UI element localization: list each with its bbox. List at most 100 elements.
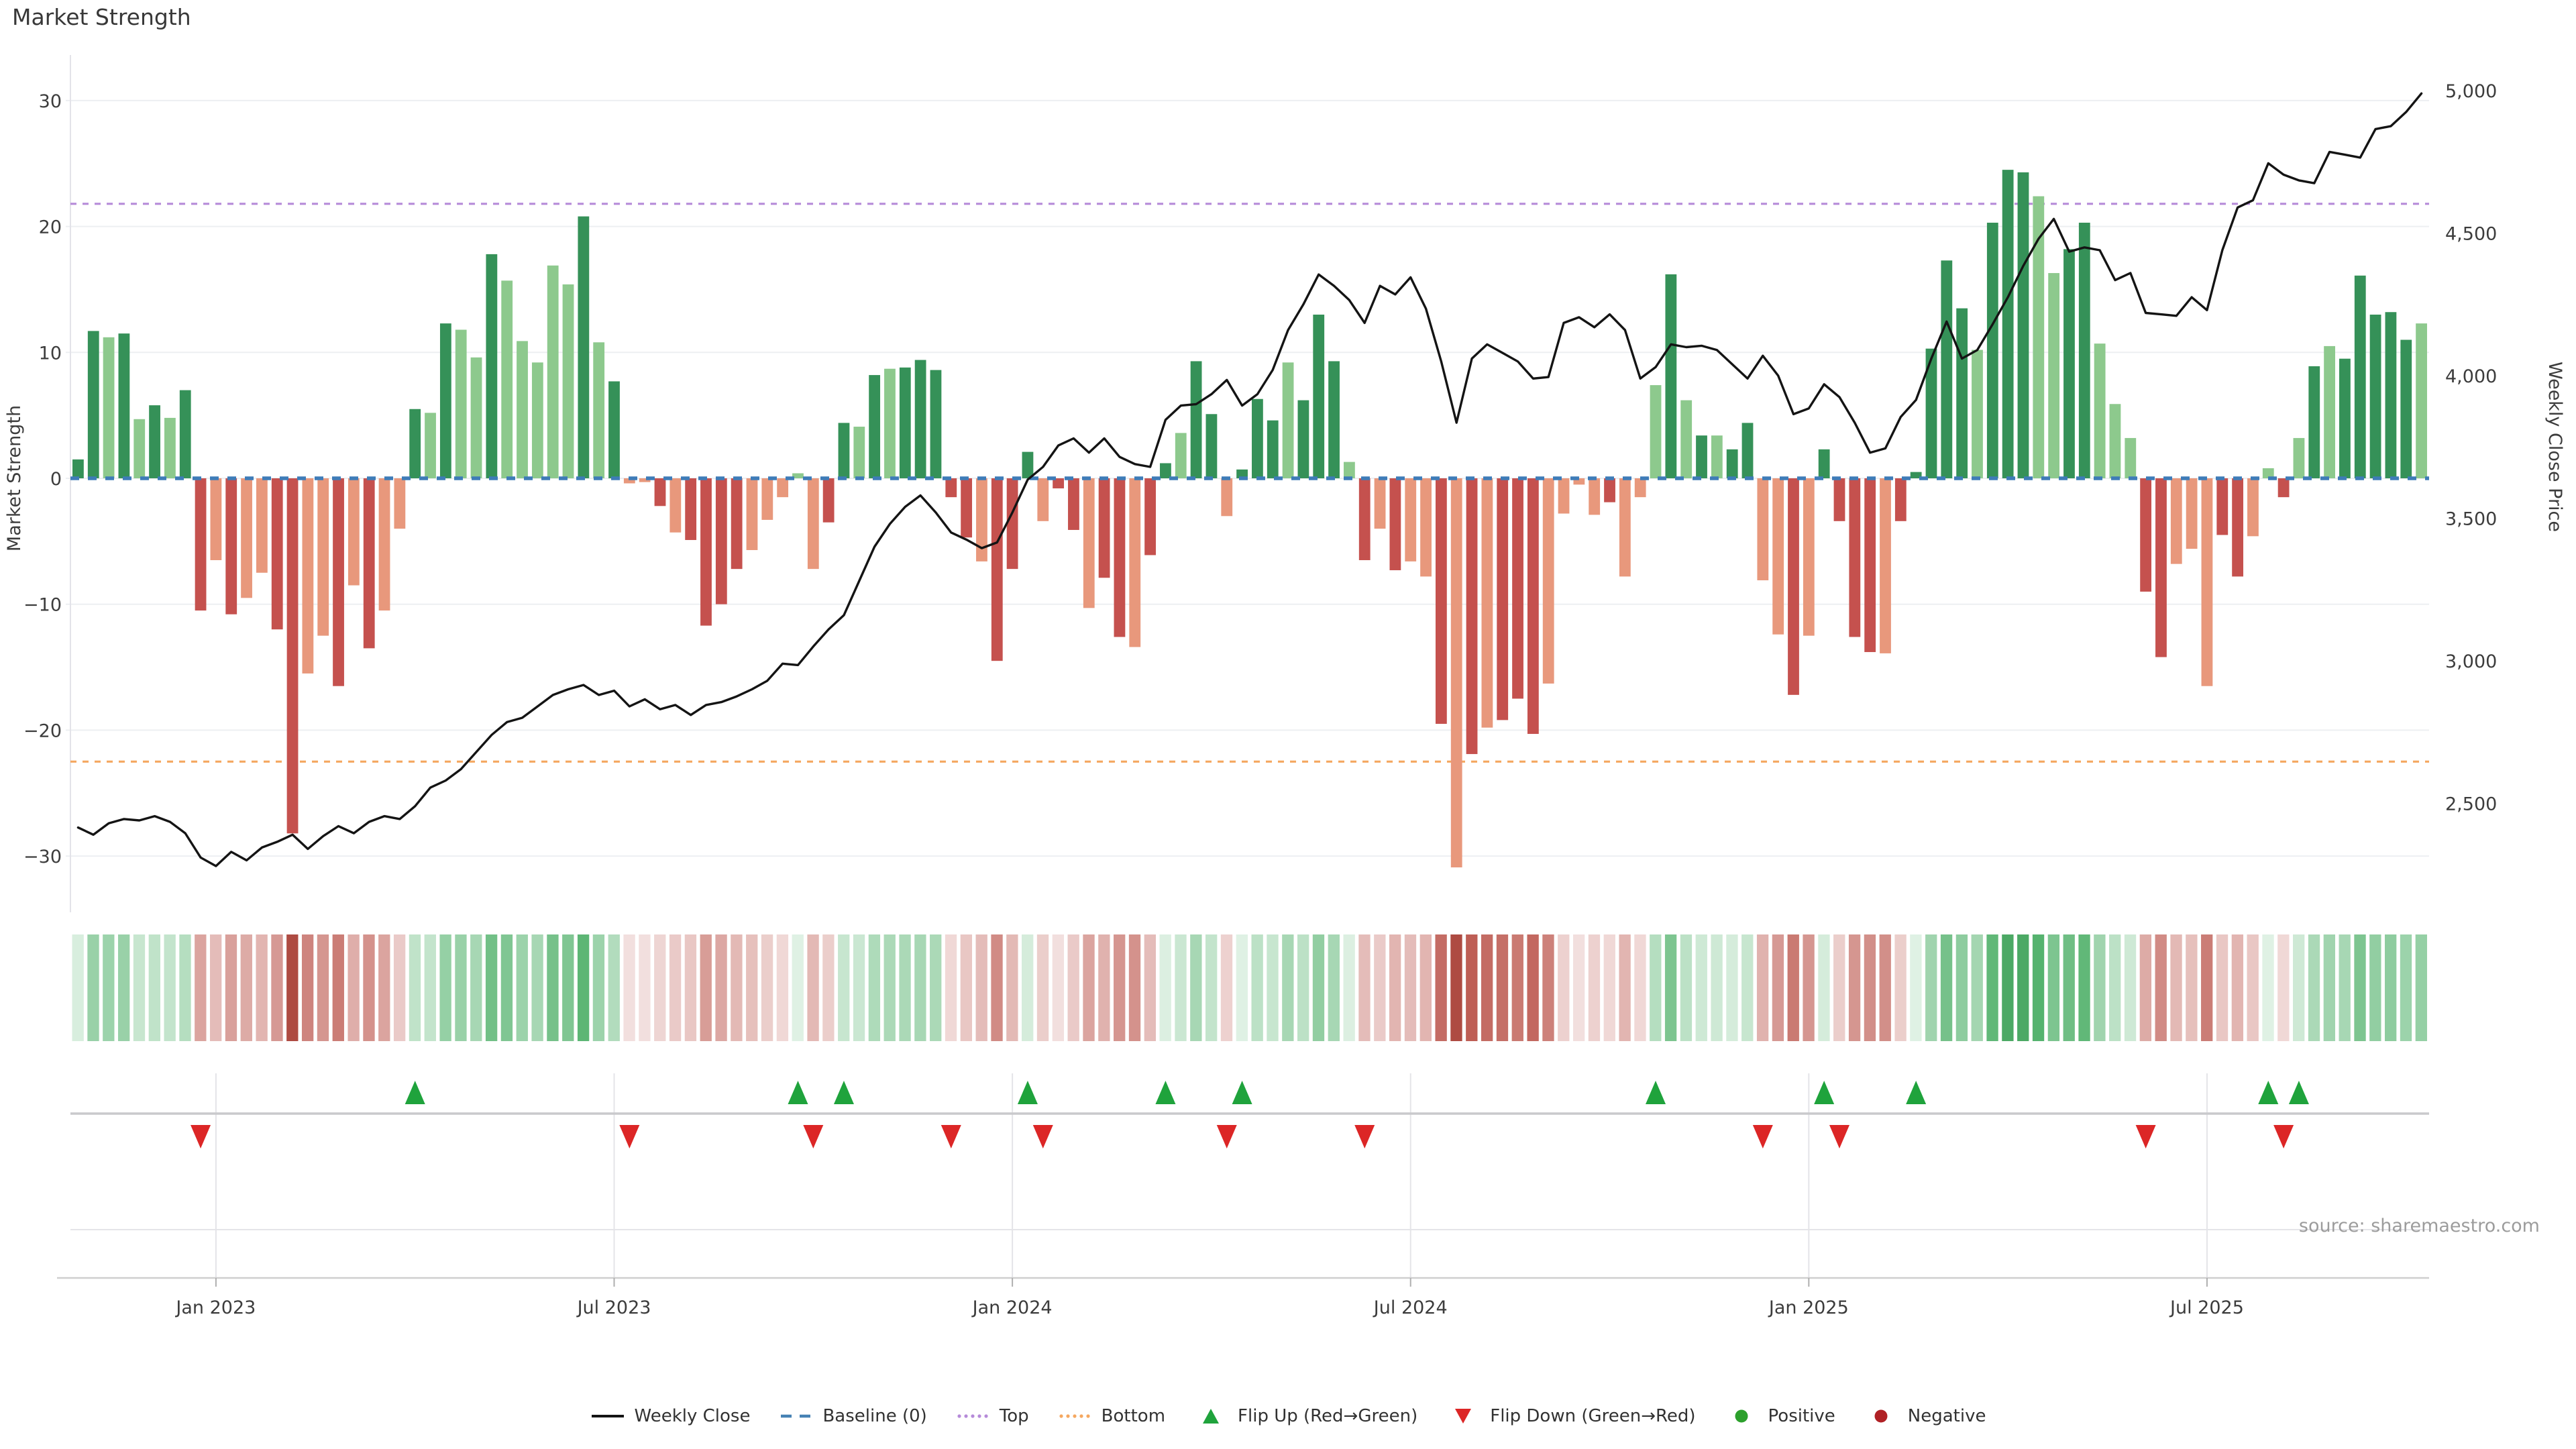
heatmap-cell — [2216, 934, 2229, 1041]
heatmap-cell — [271, 934, 283, 1041]
strength-bar — [914, 360, 926, 478]
strength-bar — [1236, 469, 1248, 478]
heatmap-cell — [179, 934, 191, 1041]
heatmap-cell — [700, 934, 712, 1041]
heatmap-cell — [2109, 934, 2121, 1041]
heatmap-cell — [1879, 934, 1891, 1041]
strength-bar — [1772, 478, 1784, 635]
strength-bar — [792, 473, 804, 478]
flip-up-marker — [833, 1081, 854, 1104]
strength-bar — [822, 478, 835, 523]
chart-title: Market Strength — [12, 4, 191, 30]
heatmap-cell — [2201, 934, 2213, 1041]
heatmap-cell — [1267, 934, 1279, 1041]
heatmap-cell — [2308, 934, 2320, 1041]
strength-bar — [1267, 420, 1279, 478]
heatmap-cell — [2094, 934, 2106, 1041]
heatmap-cell — [1251, 934, 1263, 1041]
heatmap-cell — [914, 934, 926, 1041]
heatmap-cell — [2047, 934, 2060, 1041]
flip-up-marker — [1646, 1081, 1666, 1104]
legend-item: Bottom — [1057, 1406, 1165, 1426]
strength-bar — [425, 413, 436, 478]
heatmap-cell — [1772, 934, 1784, 1041]
strength-bar — [593, 342, 605, 478]
strength-bar — [1696, 435, 1707, 478]
strength-bar — [1205, 414, 1218, 478]
flip-down-marker — [803, 1125, 824, 1148]
source-note: source: sharemaestro.com — [2298, 1216, 2540, 1236]
strength-bar — [1466, 478, 1478, 755]
heatmap-cell — [470, 934, 482, 1041]
strength-bar — [1129, 478, 1141, 647]
strength-bar — [271, 478, 283, 630]
heatmap-cell — [868, 934, 881, 1041]
heatmap-cell — [485, 934, 498, 1041]
heatmap-cell — [1404, 934, 1417, 1041]
strength-bar — [2140, 478, 2152, 592]
strength-bar — [2293, 437, 2305, 478]
y-right-tick-label: 3,000 — [2445, 651, 2497, 672]
heatmap-cell — [1634, 934, 1646, 1041]
heatmap-cell — [240, 934, 252, 1041]
strength-bar — [2125, 437, 2137, 478]
strength-bar — [1083, 478, 1095, 608]
heatmap-cell — [1741, 934, 1754, 1041]
strength-bar — [72, 459, 84, 478]
legend-label: Flip Down (Green→Red) — [1490, 1406, 1696, 1426]
heatmap-cell — [1052, 934, 1065, 1041]
legend-swatch-dashes — [781, 1414, 811, 1418]
strength-bar — [195, 478, 207, 611]
strength-bar — [2155, 478, 2167, 657]
heatmap-cell — [317, 934, 329, 1041]
strength-bar — [639, 478, 651, 482]
heatmap-cell — [1726, 934, 1738, 1041]
strength-bar — [394, 478, 406, 529]
strength-bar — [1604, 478, 1615, 502]
strength-bar — [455, 329, 467, 478]
strength-bar — [1512, 478, 1523, 699]
heatmap-cell — [1328, 934, 1340, 1041]
strength-bar — [1389, 478, 1401, 571]
heatmap-cell — [2170, 934, 2182, 1041]
heatmap-cell — [1175, 934, 1187, 1041]
heatmap-cell — [1220, 934, 1233, 1041]
strength-bar — [731, 478, 743, 570]
strength-bar — [1833, 478, 1845, 521]
strength-bar — [700, 478, 712, 626]
heatmap-cell — [2078, 934, 2090, 1041]
heatmap-cell — [148, 934, 160, 1041]
y-right-tick-label: 5,000 — [2445, 81, 2497, 102]
strength-bar — [1894, 478, 1907, 521]
chart-legend: Weekly Close Baseline (0) Top Bottom Flip Up… — [0, 1406, 2576, 1426]
strength-bar — [470, 357, 482, 478]
heatmap-cell — [2032, 934, 2045, 1041]
x-tick-label: Jan 2025 — [1768, 1297, 1849, 1318]
strength-bar — [1144, 478, 1156, 555]
flip-down-marker — [1216, 1125, 1237, 1148]
flip-up-marker — [1017, 1081, 1038, 1104]
heatmap-cell — [1312, 934, 1325, 1041]
heatmap-cell — [684, 934, 697, 1041]
heatmap-cell — [332, 934, 344, 1041]
strength-bar — [2354, 275, 2366, 478]
heatmap-cell — [746, 934, 758, 1041]
y-right-tick-label: 3,500 — [2445, 509, 2497, 530]
strength-bar — [2048, 273, 2060, 478]
flip-down-marker — [619, 1125, 640, 1148]
strength-bar — [654, 478, 666, 506]
heatmap-cell — [1374, 934, 1386, 1041]
heatmap-cell — [2323, 934, 2336, 1041]
strength-bar — [1972, 350, 1983, 478]
strength-bar — [1175, 433, 1187, 478]
heatmap-cell — [1006, 934, 1018, 1041]
y-left-tick-label: 10 — [39, 343, 62, 364]
strength-bar — [378, 478, 390, 611]
strength-bar — [517, 341, 528, 478]
heatmap-cell — [2063, 934, 2075, 1041]
x-tick-label: Jul 2023 — [576, 1297, 651, 1318]
strength-bar — [930, 370, 942, 478]
legend-swatch-dots — [957, 1414, 988, 1418]
strength-bar — [149, 405, 160, 478]
strength-bar — [777, 478, 789, 498]
